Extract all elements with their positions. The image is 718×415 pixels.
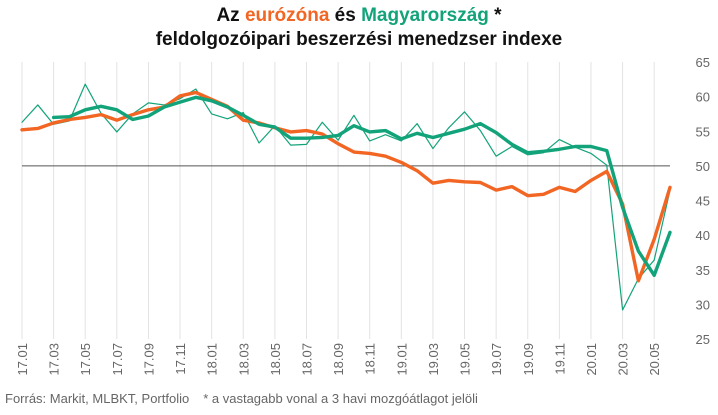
x-tick-label: 18.09 [331, 343, 346, 376]
x-tick-label: 18.01 [205, 343, 220, 376]
x-tick-label: 20.01 [584, 343, 599, 376]
x-tick-label: 17.11 [173, 343, 188, 375]
title-asterisk: * [488, 5, 502, 26]
x-tick-label: 17.01 [15, 343, 30, 376]
title-eurozone-label: eurózóna [244, 5, 330, 26]
x-tick-label: 19.05 [458, 343, 473, 376]
y-tick-label: 50 [696, 159, 710, 174]
title-text: Az [216, 5, 245, 26]
y-tick-label: 55 [696, 124, 710, 139]
chart-footer: Forrás: Markit, MLBKT, Portfolio * a vast… [5, 391, 478, 406]
x-tick-label: 17.09 [141, 343, 156, 376]
x-tick-label: 18.05 [268, 343, 283, 376]
y-tick-label: 45 [696, 194, 710, 209]
chart-title: Az eurózóna és Magyarország * feldolgozó… [0, 4, 718, 52]
x-tick-label: 20.05 [647, 343, 662, 376]
chart-title-line-1: Az eurózóna és Magyarország * [0, 4, 718, 28]
x-tick-label: 17.05 [78, 343, 93, 376]
y-tick-label: 60 [696, 90, 710, 105]
x-tick-label: 19.09 [521, 343, 536, 376]
series-line-eurozone [20, 90, 672, 283]
y-tick-label: 65 [696, 55, 710, 70]
x-tick-label: 18.11 [363, 343, 378, 375]
x-tick-label: 18.03 [236, 343, 251, 376]
chart-title-line-2: feldolgozóipari beszerzési menedzser ind… [155, 29, 563, 50]
title-hungary-label: Magyarország [361, 5, 489, 26]
x-tick-label: 17.07 [110, 343, 125, 376]
x-tick-label: 19.01 [394, 343, 409, 376]
y-tick-label: 25 [696, 332, 710, 347]
y-tick-label: 40 [696, 228, 710, 243]
x-tick-label: 19.03 [426, 343, 441, 376]
x-tick-label: 17.03 [47, 343, 62, 376]
x-tick-label: 18.07 [299, 343, 314, 376]
series-line-hungary-moving-average [51, 95, 672, 277]
y-tick-label: 30 [696, 297, 710, 312]
moving-average-note: * a vastagabb vonal a 3 havi mozgóátlago… [203, 391, 478, 406]
source-note: Forrás: Markit, MLBKT, Portfolio [5, 391, 190, 406]
x-tick-label: 19.07 [489, 343, 504, 376]
y-tick-label: 35 [696, 263, 710, 278]
x-tick-label: 20.03 [616, 343, 631, 376]
title-text: és [329, 5, 362, 26]
x-tick-label: 19.11 [552, 343, 567, 375]
